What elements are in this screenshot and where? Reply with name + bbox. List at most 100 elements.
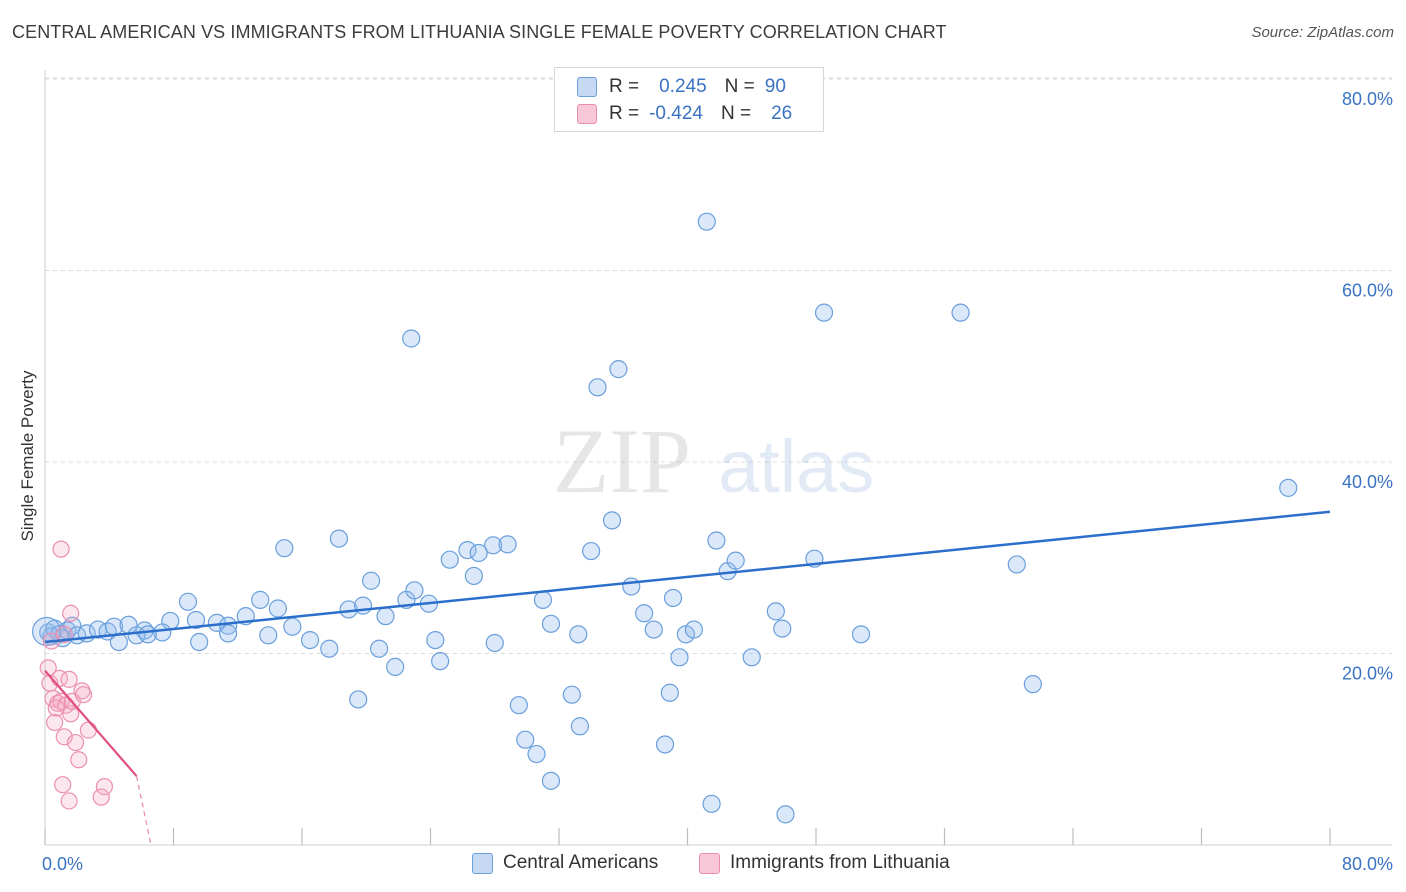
grid-lines [45, 77, 1392, 654]
series-immigrants-lithuania [39, 540, 114, 810]
point-central-americans [268, 599, 288, 618]
legend-r-label: R = [609, 76, 640, 97]
point-central-americans [386, 657, 405, 677]
point-central-americans [766, 602, 785, 621]
point-central-americans [190, 632, 209, 652]
point-central-americans [300, 630, 320, 650]
point-central-americans [138, 625, 157, 644]
point-immigrants-lithuania [62, 705, 80, 723]
trend-line-immigrants-lithuania-extension [135, 775, 152, 846]
point-central-americans [776, 805, 795, 824]
point-central-americans [697, 212, 716, 231]
point-central-americans [660, 683, 679, 702]
point-central-americans [582, 541, 601, 561]
point-central-americans [320, 639, 339, 658]
legend-n-value: 90 [764, 76, 786, 97]
y-tick-label: 20.0% [1342, 664, 1393, 684]
y-axis-label: Single Female Poverty [18, 370, 37, 542]
point-central-americans [516, 730, 535, 749]
legend-swatch-blue [577, 77, 597, 97]
trend-line-central-americans [44, 510, 1331, 644]
legend-swatch-pink [577, 104, 597, 124]
point-immigrants-lithuania [60, 792, 78, 810]
y-tick-label: 80.0% [1342, 89, 1393, 109]
point-central-americans [635, 604, 654, 623]
point-immigrants-lithuania [47, 699, 65, 717]
legend-r-value: 0.245 [659, 76, 707, 97]
point-immigrants-lithuania [54, 776, 72, 794]
point-central-americans [498, 535, 517, 554]
point-central-americans [485, 633, 504, 653]
point-central-americans [283, 617, 302, 636]
x-tick-label-max: 80.0% [1342, 854, 1393, 874]
point-immigrants-lithuania [66, 733, 85, 752]
point-central-americans [153, 623, 172, 642]
point-central-americans [602, 511, 622, 530]
point-central-americans [219, 616, 238, 635]
point-immigrants-lithuania [52, 540, 70, 558]
point-central-americans [569, 625, 588, 644]
point-central-americans [509, 696, 528, 715]
chart-title: CENTRAL AMERICAN VS IMMIGRANTS FROM LITH… [12, 22, 947, 42]
y-tick-label: 40.0% [1342, 472, 1393, 492]
bottom-legend-label: Immigrants from Lithuania [730, 852, 950, 873]
legend-n-value: 26 [771, 103, 793, 124]
point-immigrants-lithuania [79, 721, 97, 739]
point-central-americans [814, 303, 834, 322]
point-central-americans [1279, 478, 1298, 497]
point-central-americans [349, 690, 368, 709]
watermark-zip: ZIP [553, 410, 691, 512]
point-central-americans [275, 539, 294, 558]
point-central-americans [186, 610, 206, 630]
point-central-americans [707, 531, 726, 550]
tick-labels: 20.0% 40.0% 60.0% 80.0% 0.0% 80.0% [42, 89, 1393, 874]
point-central-americans [469, 543, 488, 563]
point-central-americans [702, 794, 721, 813]
point-central-americans [431, 652, 450, 671]
point-central-americans [178, 592, 198, 611]
watermark: ZIP atlas [553, 410, 874, 512]
point-central-americans [426, 630, 445, 650]
source-label: Source: ZipAtlas.com [1251, 24, 1394, 41]
point-central-americans [670, 648, 689, 667]
point-central-americans [32, 616, 62, 647]
point-central-americans [851, 625, 871, 644]
legend-n-label: N = [724, 76, 755, 97]
legend-row-central-americans: R = 0.245 N = 90 [577, 75, 786, 99]
point-central-americans [663, 588, 683, 608]
point-immigrants-lithuania [74, 686, 93, 704]
point-immigrants-lithuania [62, 604, 80, 622]
axes [44, 70, 1392, 846]
point-central-americans [405, 581, 424, 600]
point-central-americans [484, 536, 503, 555]
point-central-americans [1023, 675, 1042, 694]
series-central-americans [32, 212, 1298, 824]
trend-lines [44, 510, 1331, 846]
legend-r-label: R = [609, 103, 640, 124]
point-central-americans [562, 685, 581, 704]
point-central-americans [622, 577, 641, 596]
point-immigrants-lithuania [55, 625, 73, 643]
point-central-americans [329, 529, 349, 548]
point-central-americans [773, 619, 792, 638]
point-central-americans [361, 571, 381, 590]
point-central-americans [609, 360, 628, 379]
point-central-americans [541, 771, 561, 790]
point-immigrants-lithuania [92, 788, 110, 806]
legend-r-value: -0.424 [649, 103, 703, 124]
point-central-americans [644, 620, 663, 639]
point-central-americans [527, 744, 546, 764]
point-central-americans [219, 624, 238, 643]
point-central-americans [464, 566, 483, 586]
point-central-americans [402, 329, 421, 348]
trend-line-immigrants-lithuania [44, 670, 138, 777]
point-central-americans [588, 378, 607, 397]
bottom-legend-swatch-blue [472, 852, 493, 874]
bottom-legend-label: Central Americans [503, 852, 659, 873]
point-central-americans [684, 620, 704, 639]
correlation-legend: R = 0.245 N = 90 R = -0.424 N = 26 [554, 67, 824, 132]
point-central-americans [951, 303, 970, 322]
bottom-legend-immigrants-lithuania: Immigrants from Lithuania [699, 852, 950, 874]
point-central-americans [259, 626, 278, 645]
